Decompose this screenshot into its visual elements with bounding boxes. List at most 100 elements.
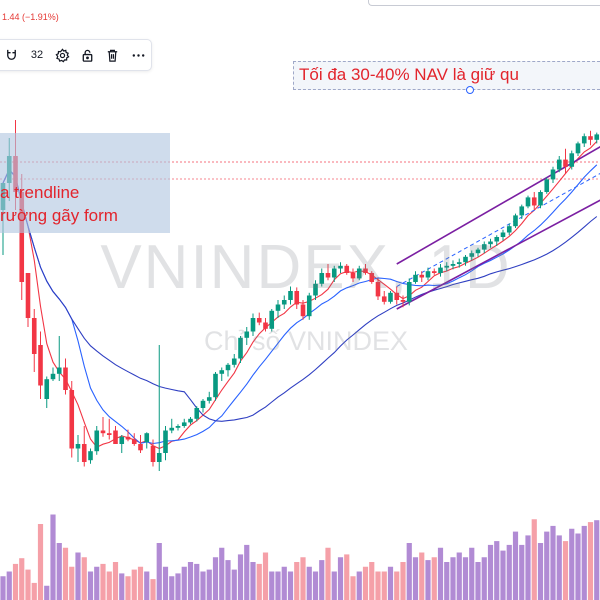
- volume-bar: [450, 557, 456, 600]
- candle-body: [338, 265, 343, 269]
- volume-bar: [294, 562, 300, 600]
- candle-body: [56, 367, 62, 374]
- magnet-button[interactable]: [0, 42, 24, 68]
- lock-icon: [82, 49, 93, 62]
- volume-bar: [269, 571, 275, 600]
- candle-body: [319, 273, 325, 284]
- delete-button[interactable]: [100, 42, 125, 68]
- volume-bar: [544, 531, 550, 600]
- candle-body: [350, 273, 356, 279]
- candle-body: [456, 262, 462, 264]
- candle-body: [438, 267, 443, 273]
- volume-bar: [506, 544, 512, 600]
- candle-body: [113, 430, 118, 444]
- candle-body: [506, 226, 512, 233]
- volume-bar: [144, 571, 150, 600]
- volume-bar: [156, 543, 162, 600]
- volume-bar: [556, 535, 562, 600]
- candle-body: [44, 379, 50, 399]
- watermark-description: Chỉ số VNINDEX: [203, 326, 409, 356]
- candle-body: [469, 253, 475, 257]
- volume-bar: [494, 541, 500, 600]
- volume-bar: [387, 566, 394, 600]
- volume-bar: [412, 557, 419, 600]
- volume-bar: [100, 563, 106, 600]
- candle-body: [538, 192, 543, 206]
- drawing-toolbar: 32: [0, 39, 152, 71]
- candle-body: [288, 291, 293, 300]
- settings-gear-icon: [55, 47, 70, 62]
- candle-body: [500, 232, 506, 237]
- candle-body: [544, 179, 550, 192]
- watermark-symbol: VNINDEX, 1D: [100, 233, 512, 302]
- candle-body: [581, 136, 587, 144]
- candle-body: [181, 422, 187, 426]
- volume-bar: [50, 514, 56, 600]
- volume-bar: [281, 566, 287, 600]
- annotation-line-2: rường gãy form: [0, 206, 118, 225]
- volume-bar: [525, 535, 531, 600]
- trend-channel[interactable]: [396, 138, 600, 310]
- volume-bar: [375, 571, 381, 600]
- candle-body: [275, 304, 281, 311]
- candle-body: [313, 283, 318, 296]
- volume-bar: [456, 552, 462, 600]
- volume-bar: [419, 552, 425, 600]
- volume-bar: [575, 533, 581, 600]
- volume-bar: [444, 562, 450, 600]
- volume-bar: [337, 557, 344, 600]
- candle-body: [481, 244, 487, 250]
- channel-upper-line[interactable]: [396, 138, 600, 265]
- volume-bar: [237, 554, 244, 600]
- volume-bar: [81, 557, 87, 600]
- candle-body: [406, 282, 412, 302]
- volume-bar: [594, 520, 600, 600]
- candle-body: [175, 426, 181, 428]
- volume-bar: [112, 562, 119, 600]
- channel-lower-line[interactable]: [396, 192, 600, 310]
- candle-body: [381, 296, 387, 302]
- candle-body: [244, 331, 250, 338]
- volume-bar: [31, 582, 37, 600]
- volume-bars: [0, 514, 600, 600]
- candle-body: [594, 134, 600, 140]
- candle-body: [250, 318, 256, 332]
- line-width-button[interactable]: 32: [24, 42, 49, 68]
- candle-body: [563, 159, 568, 167]
- volume-bar: [194, 563, 200, 600]
- candle-body: [163, 430, 168, 453]
- volume-bar: [44, 585, 50, 600]
- candle-body: [513, 215, 518, 227]
- candle-body: [488, 241, 493, 245]
- candle-body: [263, 322, 268, 329]
- volume-bar: [231, 569, 237, 600]
- volume-bar: [162, 566, 169, 600]
- ma-fast-line: [2, 141, 598, 450]
- more-button[interactable]: [126, 42, 151, 68]
- candle-body: [194, 408, 200, 419]
- volume-bar: [87, 571, 94, 600]
- annotation-resize-handle[interactable]: [466, 86, 474, 94]
- candle-body: [550, 169, 556, 180]
- candle-body: [519, 206, 525, 216]
- candle-body: [231, 358, 237, 365]
- candle-body: [31, 318, 37, 354]
- volume-bar: [319, 560, 325, 600]
- settings-button[interactable]: [50, 42, 75, 68]
- lock-button[interactable]: [75, 42, 100, 68]
- candle-body: [106, 433, 112, 435]
- volume-bar: [56, 543, 62, 600]
- volume-bar: [150, 579, 156, 600]
- candle-body: [294, 291, 300, 305]
- nav-annotation-box[interactable]: Tối đa 30-40% NAV là giữ qu: [293, 61, 600, 94]
- candle-body: [206, 397, 212, 401]
- volume-bar: [550, 525, 556, 600]
- candle-body: [213, 373, 218, 398]
- candle-body: [138, 444, 143, 451]
- trendline-annotation-box[interactable]: a trendline rường gãy form: [0, 133, 170, 233]
- volume-bar: [437, 547, 444, 600]
- candle-body: [150, 445, 156, 462]
- volume-bar: [369, 562, 375, 600]
- candle-body: [306, 295, 312, 317]
